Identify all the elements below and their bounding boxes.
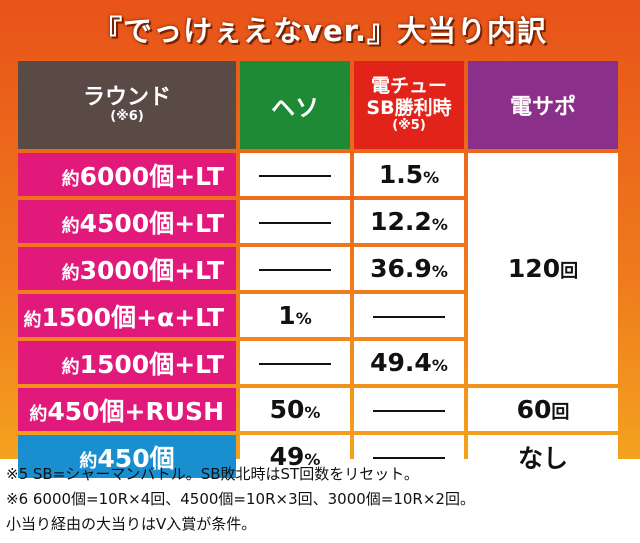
round-label: 約6000個+LT	[18, 153, 236, 196]
round-label: 約1500個+LT	[18, 341, 236, 384]
header-round-note: (※6)	[110, 109, 144, 125]
header-dentyu-line2: SB勝利時	[366, 96, 452, 119]
footnotes: ※5 SB=シャーマンバトル。SB敗北時はST回数をリセット。 ※6 6000個…	[6, 462, 475, 537]
header-dentyu-note: (※5)	[392, 117, 426, 133]
dentyu-cell	[354, 388, 464, 431]
dentyu-cell	[354, 435, 464, 478]
table-row: 約450個+RUSH 50% 60回	[18, 388, 618, 431]
dentyu-value: 36.9	[370, 254, 432, 283]
round-label-text: 1500個+α+LT	[41, 302, 225, 332]
percent-unit: %	[304, 450, 321, 469]
percent-unit: %	[431, 262, 448, 281]
densapo-value: なし	[517, 443, 568, 473]
round-prefix: 約	[29, 403, 48, 425]
header-dentyu: 電チュー SB勝利時 (※5)	[354, 61, 464, 149]
dentyu-cell: 36.9%	[354, 247, 464, 290]
dash-mark	[259, 363, 331, 365]
round-prefix: 約	[79, 450, 98, 472]
densapo-value: 60	[516, 395, 552, 424]
breakdown-table: ラウンド (※6) ヘソ 電チュー SB勝利時 (※5) 電サポ 約6000個+…	[14, 57, 622, 482]
percent-unit: %	[423, 168, 440, 187]
densapo-cell-60: 60回	[468, 388, 618, 431]
dash-mark	[373, 457, 445, 459]
footnote-5: ※5 SB=シャーマンバトル。SB敗北時はST回数をリセット。	[6, 465, 419, 483]
densapo-unit: 回	[551, 402, 570, 423]
heso-cell	[240, 247, 350, 290]
percent-unit: %	[431, 356, 448, 375]
heso-cell: 49%	[240, 435, 350, 478]
round-prefix: 約	[61, 168, 80, 190]
table-frame: 『でっけぇえなver.』大当り内訳 ラウンド (※6) ヘソ 電チュー SB勝利…	[0, 0, 640, 478]
dentyu-cell	[354, 294, 464, 337]
round-label-text: 450個	[97, 443, 175, 473]
dash-mark	[373, 410, 445, 412]
heso-cell: 50%	[240, 388, 350, 431]
percent-unit: %	[295, 309, 312, 328]
round-label: 約450個	[18, 435, 236, 478]
dentyu-value: 49.4	[370, 348, 432, 377]
header-densapo: 電サポ	[468, 61, 618, 149]
densapo-cell-120: 120回	[468, 153, 618, 384]
round-label-text: 1500個+LT	[79, 349, 224, 379]
heso-value: 1	[278, 301, 296, 330]
round-prefix: 約	[23, 309, 42, 331]
round-label-text: 4500個+LT	[79, 208, 224, 238]
heso-value: 49	[269, 442, 305, 471]
table-row: 約6000個+LT 1.5% 120回	[18, 153, 618, 384]
footnote-v: 小当り経由の大当りはV入賞が条件。	[6, 515, 257, 533]
percent-unit: %	[431, 215, 448, 234]
densapo-cell-none: なし	[468, 435, 618, 478]
dash-mark	[373, 316, 445, 318]
dash-mark	[259, 175, 331, 177]
dentyu-cell: 12.2%	[354, 200, 464, 243]
heso-value: 50	[269, 395, 305, 424]
table-row: 約1500個+α+LT 1%	[18, 294, 618, 337]
round-label: 約450個+RUSH	[18, 388, 236, 431]
dash-mark	[259, 269, 331, 271]
heso-cell	[240, 200, 350, 243]
dentyu-cell: 1.5%	[354, 153, 464, 196]
heso-cell	[240, 153, 350, 196]
densapo-value: 120	[507, 254, 561, 283]
heso-cell: 1%	[240, 294, 350, 337]
dash-mark	[259, 222, 331, 224]
heso-cell	[240, 341, 350, 384]
round-label: 約4500個+LT	[18, 200, 236, 243]
round-label-text: 450個+RUSH	[47, 396, 224, 426]
header-round-label: ラウンド	[82, 84, 171, 110]
dentyu-cell: 49.4%	[354, 341, 464, 384]
header-heso: ヘソ	[240, 61, 350, 149]
footnote-6: ※6 6000個=10R×4回、4500個=10R×3回、3000個=10R×2…	[6, 490, 475, 508]
table-row: 約450個 49% なし	[18, 435, 618, 478]
header-dentyu-line1: 電チュー	[370, 75, 447, 98]
table-row: 約3000個+LT 36.9%	[18, 247, 618, 290]
round-label-text: 3000個+LT	[79, 255, 224, 285]
round-prefix: 約	[61, 215, 80, 237]
table-row: 約1500個+LT 49.4%	[18, 341, 618, 384]
page-title: 『でっけぇえなver.』大当り内訳	[93, 14, 547, 48]
round-prefix: 約	[61, 356, 80, 378]
percent-unit: %	[304, 403, 321, 422]
dentyu-value: 1.5	[378, 160, 424, 189]
table-row: 約4500個+LT 12.2%	[18, 200, 618, 243]
header-row: ラウンド (※6) ヘソ 電チュー SB勝利時 (※5) 電サポ	[18, 61, 618, 149]
round-prefix: 約	[61, 262, 80, 284]
round-label: 約1500個+α+LT	[18, 294, 236, 337]
header-round: ラウンド (※6)	[18, 61, 236, 149]
densapo-unit: 回	[560, 261, 579, 282]
round-label-text: 6000個+LT	[79, 161, 224, 191]
round-label: 約3000個+LT	[18, 247, 236, 290]
dentyu-value: 12.2	[370, 207, 432, 236]
